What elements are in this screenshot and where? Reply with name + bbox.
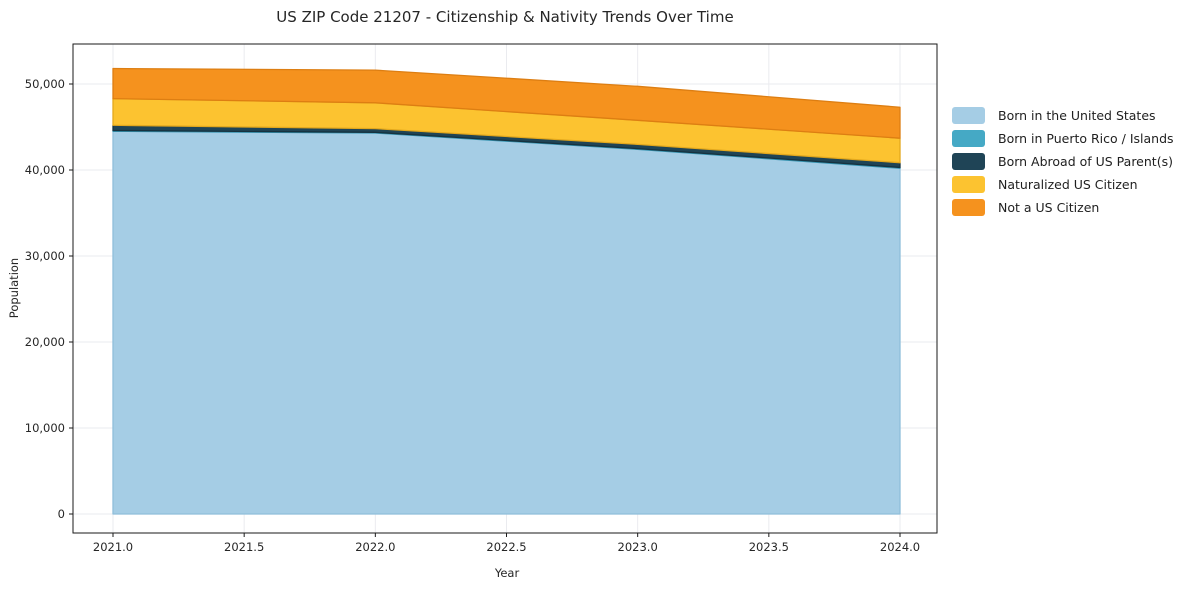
legend-item-puerto-rico: Born in Puerto Rico / Islands (952, 130, 1174, 147)
x-tick-label: 2022.5 (486, 540, 526, 554)
legend-label: Naturalized US Citizen (998, 177, 1138, 192)
x-tick-label: 2023.5 (749, 540, 789, 554)
x-tick-label: 2021.5 (224, 540, 264, 554)
y-tick-label: 20,000 (25, 335, 65, 349)
legend-swatch-puerto-rico (952, 130, 985, 147)
x-tick-label: 2024.0 (880, 540, 920, 554)
x-axis-label: Year (494, 566, 520, 580)
legend-label: Born in Puerto Rico / Islands (998, 131, 1174, 146)
chart-title: US ZIP Code 21207 - Citizenship & Nativi… (276, 8, 734, 26)
legend-swatch-naturalized (952, 176, 985, 193)
y-axis-label: Population (7, 257, 21, 319)
legend-item-born-us: Born in the United States (952, 107, 1174, 124)
legend-swatch-not-citizen (952, 199, 985, 216)
y-tick-label: 10,000 (25, 421, 65, 435)
legend-swatch-born-abroad (952, 153, 985, 170)
area-series-4 (112, 67, 901, 139)
legend: Born in the United States Born in Puerto… (952, 107, 1174, 216)
legend-item-naturalized: Naturalized US Citizen (952, 176, 1174, 193)
y-tick-label: 50,000 (25, 77, 65, 91)
legend-swatch-born-us (952, 107, 985, 124)
legend-item-born-abroad: Born Abroad of US Parent(s) (952, 153, 1174, 170)
legend-label: Born Abroad of US Parent(s) (998, 154, 1173, 169)
axes-frame (72, 43, 938, 534)
y-tick-label: 30,000 (25, 249, 65, 263)
x-tick-label: 2023.0 (618, 540, 658, 554)
y-tick-label: 0 (58, 507, 65, 521)
legend-item-not-citizen: Not a US Citizen (952, 199, 1174, 216)
legend-label: Born in the United States (998, 108, 1156, 123)
area-series-0 (112, 130, 901, 515)
x-tick-label: 2022.0 (355, 540, 395, 554)
y-tick-label: 40,000 (25, 163, 65, 177)
x-tick-label: 2021.0 (93, 540, 133, 554)
legend-label: Not a US Citizen (998, 200, 1100, 215)
